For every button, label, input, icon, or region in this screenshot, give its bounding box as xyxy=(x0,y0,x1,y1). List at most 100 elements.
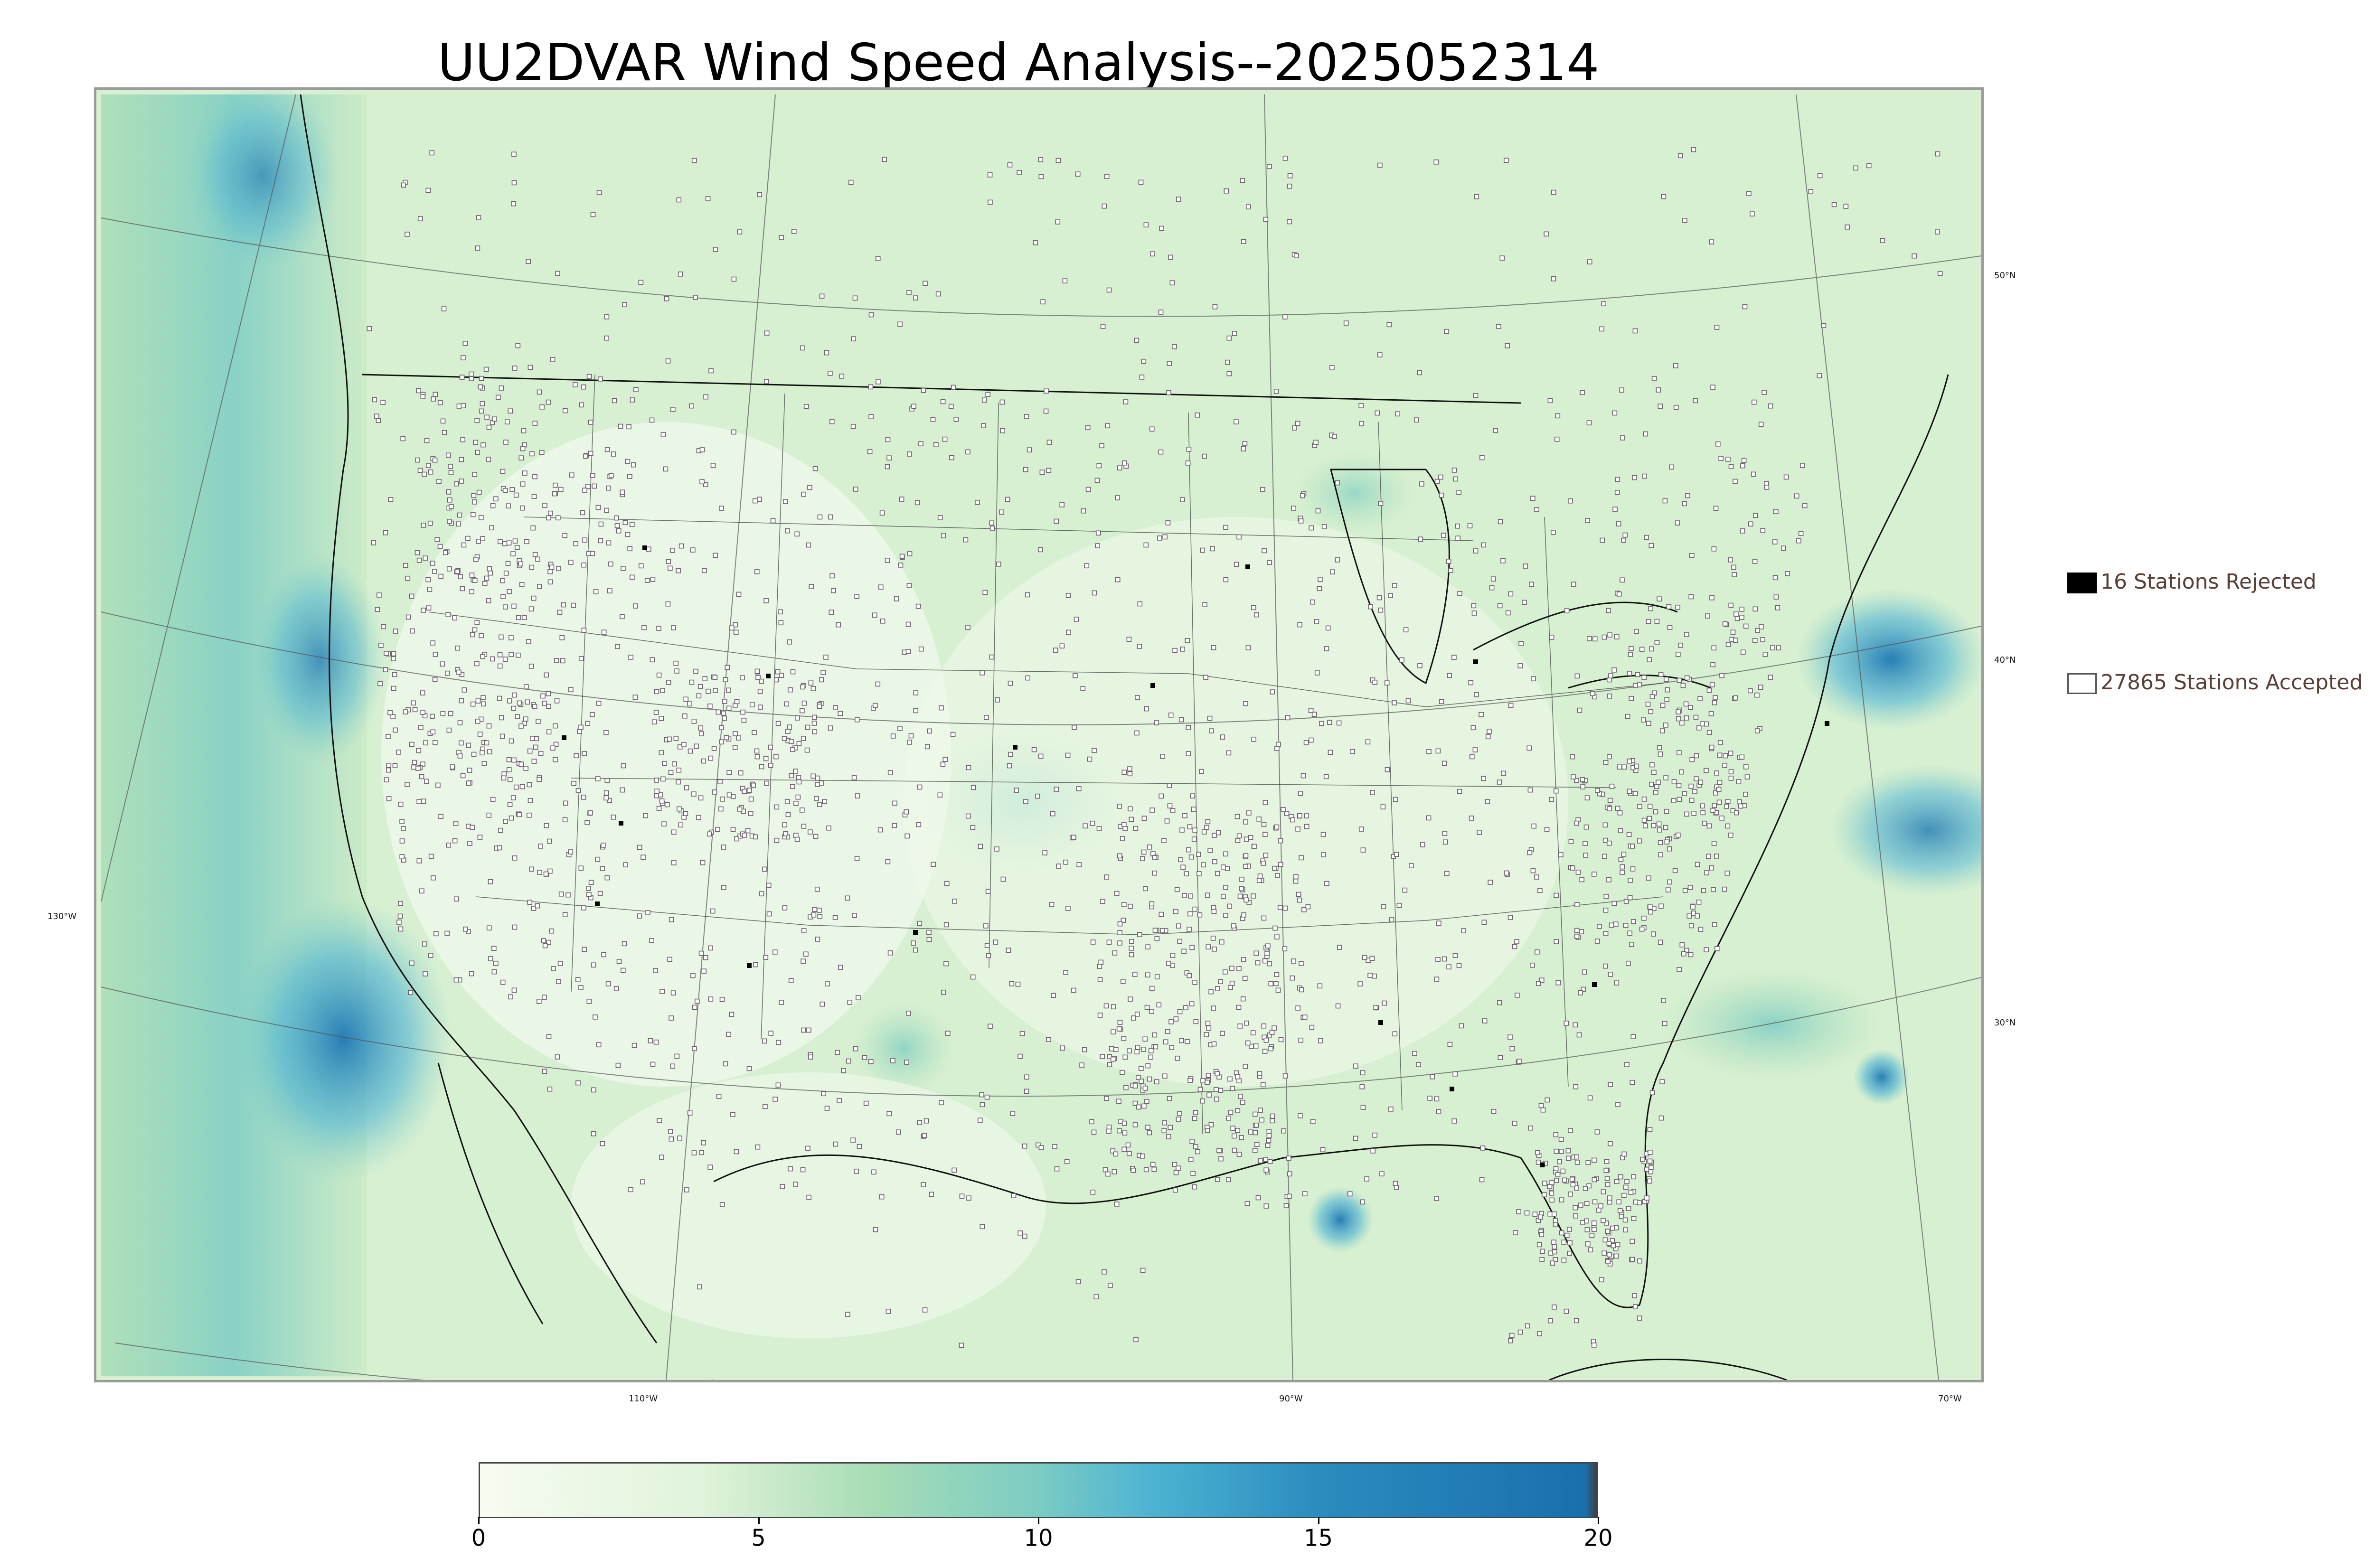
accepted-station-marker xyxy=(479,376,484,381)
accepted-station-marker xyxy=(1266,1133,1272,1138)
accepted-station-marker xyxy=(926,930,932,935)
accepted-station-marker xyxy=(1845,224,1850,230)
accepted-station-marker xyxy=(944,881,950,886)
accepted-station-marker xyxy=(917,784,923,790)
accepted-station-marker xyxy=(1052,1144,1057,1149)
accepted-station-marker xyxy=(1246,900,1252,905)
accepted-station-marker xyxy=(1728,464,1734,469)
accepted-station-marker xyxy=(432,457,438,463)
accepted-station-marker xyxy=(755,675,761,680)
accepted-station-marker xyxy=(1601,1218,1606,1223)
accepted-station-marker xyxy=(1770,645,1775,650)
accepted-station-marker xyxy=(1394,852,1399,857)
accepted-station-marker xyxy=(712,675,718,680)
accepted-station-marker xyxy=(748,811,754,816)
accepted-station-marker xyxy=(419,774,424,779)
accepted-station-marker xyxy=(1295,1005,1300,1011)
accepted-station-marker xyxy=(460,773,466,779)
accepted-station-marker xyxy=(1006,948,1011,953)
accepted-station-marker xyxy=(1241,957,1246,962)
accepted-station-marker xyxy=(600,1141,605,1146)
accepted-station-marker xyxy=(422,471,427,477)
accepted-station-marker xyxy=(1107,1062,1112,1067)
accepted-station-marker xyxy=(1235,1128,1240,1133)
accepted-station-marker xyxy=(1535,1150,1540,1155)
accepted-station-marker xyxy=(1589,1233,1595,1238)
accepted-station-marker xyxy=(1053,648,1058,653)
accepted-station-marker xyxy=(470,701,476,707)
accepted-station-marker xyxy=(1731,564,1736,570)
accepted-station-marker xyxy=(820,1001,825,1007)
accepted-station-marker xyxy=(1136,1104,1141,1110)
accepted-station-marker xyxy=(467,768,472,773)
latitude-label-40n: 40°N xyxy=(1994,655,2016,665)
accepted-station-marker xyxy=(1196,852,1201,857)
accepted-station-marker xyxy=(562,912,568,917)
accepted-station-marker xyxy=(1144,706,1149,712)
accepted-station-marker xyxy=(1273,981,1279,986)
accepted-station-marker xyxy=(517,700,522,706)
accepted-station-marker xyxy=(1303,740,1309,745)
accepted-station-marker xyxy=(1522,600,1527,605)
accepted-station-marker xyxy=(819,677,824,683)
accepted-station-marker xyxy=(1682,791,1687,796)
accepted-station-marker xyxy=(1321,524,1327,529)
accepted-station-marker xyxy=(437,400,443,405)
accepted-station-marker xyxy=(1821,323,1827,329)
accepted-station-marker xyxy=(1743,791,1748,797)
accepted-station-marker xyxy=(512,538,518,544)
accepted-station-marker xyxy=(500,594,506,599)
accepted-station-marker xyxy=(507,589,512,594)
accepted-station-marker xyxy=(1696,900,1702,905)
accepted-station-marker xyxy=(435,782,441,788)
accepted-station-marker xyxy=(1418,536,1423,542)
accepted-station-marker xyxy=(1017,170,1022,175)
accepted-station-marker xyxy=(1624,1179,1630,1184)
accepted-station-marker xyxy=(524,539,529,545)
accepted-station-marker xyxy=(1314,670,1320,676)
accepted-station-marker xyxy=(1687,885,1693,890)
accepted-station-marker xyxy=(1191,836,1197,842)
accepted-station-marker xyxy=(1131,1015,1136,1021)
accepted-station-marker xyxy=(517,812,522,817)
map-panel[interactable] xyxy=(94,87,1984,1382)
accepted-station-marker xyxy=(1637,804,1642,809)
accepted-station-marker xyxy=(772,949,778,955)
accepted-station-marker xyxy=(916,822,922,827)
rejected-station-marker xyxy=(1245,564,1250,569)
accepted-station-marker xyxy=(1549,635,1554,640)
accepted-station-marker xyxy=(703,955,708,960)
accepted-station-marker xyxy=(1748,521,1753,527)
accepted-station-marker xyxy=(490,797,496,802)
accepted-station-marker xyxy=(480,401,485,406)
accepted-station-marker xyxy=(1134,338,1139,343)
accepted-station-marker xyxy=(1581,986,1586,992)
accepted-station-marker xyxy=(1295,826,1300,832)
accepted-station-marker xyxy=(1709,682,1715,687)
accepted-station-marker xyxy=(1237,893,1243,899)
accepted-station-marker xyxy=(1049,902,1055,907)
accepted-station-marker xyxy=(851,775,857,780)
accepted-station-marker xyxy=(425,463,431,468)
rejected-station-marker xyxy=(766,674,771,678)
accepted-station-marker xyxy=(415,550,420,555)
accepted-station-marker xyxy=(371,540,377,545)
accepted-station-marker xyxy=(1220,734,1225,740)
accepted-station-marker xyxy=(1193,1019,1199,1024)
accepted-station-marker xyxy=(469,971,474,976)
accepted-station-marker xyxy=(438,573,444,579)
accepted-station-marker xyxy=(638,280,644,285)
accepted-station-marker xyxy=(1084,563,1090,569)
accepted-station-marker xyxy=(810,686,816,691)
accepted-station-marker xyxy=(503,570,509,576)
wind-speed-map[interactable] xyxy=(96,90,1981,1380)
accepted-station-marker xyxy=(763,598,769,603)
accepted-station-marker xyxy=(1228,1109,1234,1115)
accepted-station-marker xyxy=(1121,1120,1127,1126)
accepted-station-marker xyxy=(1626,1206,1631,1211)
accepted-station-marker xyxy=(654,778,659,783)
accepted-station-marker xyxy=(1614,634,1620,639)
accepted-station-marker xyxy=(1207,715,1213,721)
accepted-station-marker xyxy=(783,831,788,836)
accepted-station-marker xyxy=(499,733,505,739)
